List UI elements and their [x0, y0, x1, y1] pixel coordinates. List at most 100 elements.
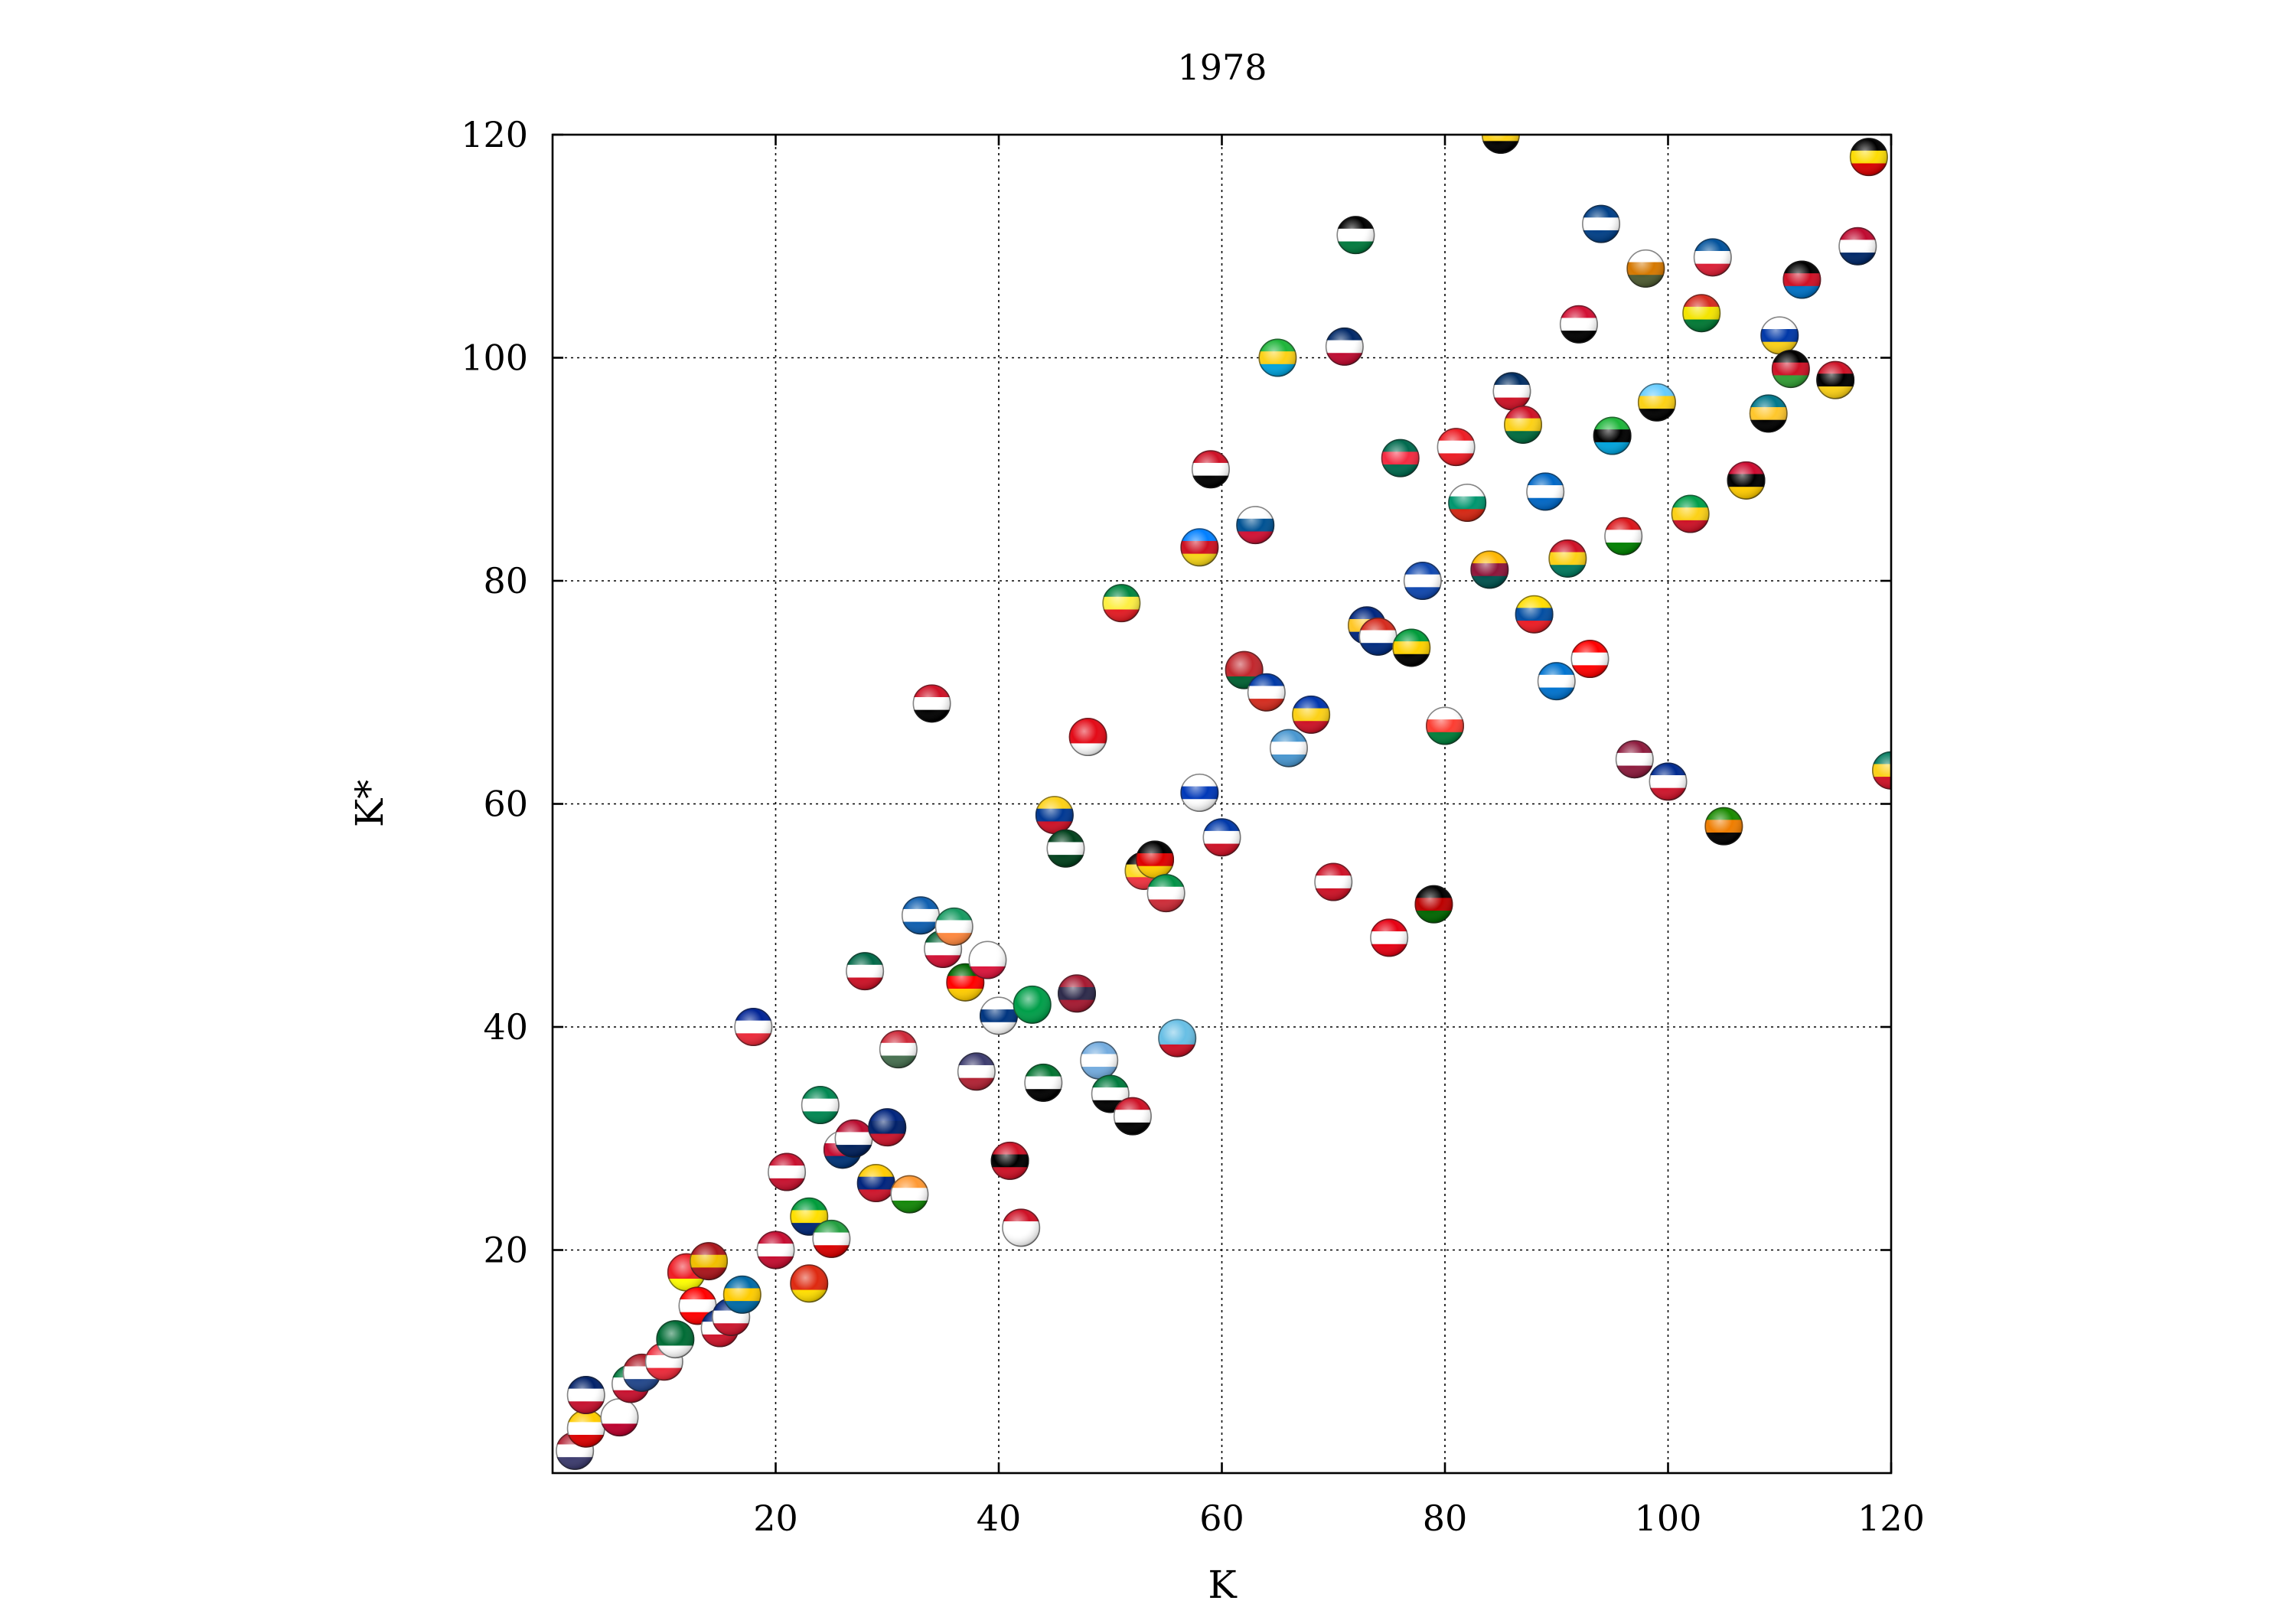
- data-point: [1035, 796, 1074, 835]
- data-point: [1068, 718, 1107, 757]
- y-tick-label: 40: [483, 1006, 528, 1048]
- grid-lines: [553, 135, 1891, 1473]
- x-axis-label: K: [1208, 1563, 1238, 1607]
- data-point: [790, 1197, 829, 1236]
- data-point: [1626, 249, 1665, 288]
- y-tick-label: 80: [483, 560, 528, 601]
- data-point: [734, 1008, 773, 1047]
- y-tick-label: 20: [483, 1230, 528, 1271]
- data-point: [1537, 662, 1576, 701]
- data-point: [1414, 885, 1453, 924]
- data-point: [1158, 1019, 1197, 1058]
- data-point: [1615, 740, 1654, 779]
- data-point: [1760, 316, 1799, 355]
- data-point: [879, 1030, 918, 1069]
- data-point: [1504, 405, 1543, 444]
- data-point: [1024, 1063, 1063, 1102]
- data-point: [1180, 528, 1219, 567]
- data-point: [1481, 135, 1520, 154]
- data-point: [1292, 695, 1331, 734]
- data-point: [1782, 260, 1821, 299]
- data-point: [1426, 706, 1465, 745]
- data-point: [1146, 874, 1186, 913]
- y-axis-label: K*: [347, 780, 392, 827]
- data-point: [566, 1375, 605, 1414]
- data-point: [1559, 305, 1598, 344]
- data-point: [1749, 394, 1788, 433]
- data-point: [1403, 561, 1442, 600]
- x-tick-label: 60: [1199, 1498, 1244, 1539]
- data-points: [556, 135, 1891, 1470]
- data-point: [1314, 862, 1353, 901]
- data-point: [1236, 506, 1275, 545]
- data-point: [566, 1409, 605, 1448]
- data-point: [1693, 238, 1732, 277]
- data-point: [1604, 517, 1643, 556]
- data-point: [1448, 483, 1487, 522]
- x-tick-label: 100: [1635, 1498, 1702, 1539]
- data-point: [1437, 428, 1476, 467]
- data-point: [1091, 1074, 1130, 1113]
- data-point: [1515, 595, 1554, 634]
- x-tick-label: 80: [1423, 1498, 1468, 1539]
- data-point: [1470, 550, 1509, 589]
- data-point: [1325, 327, 1364, 366]
- data-point: [756, 1231, 795, 1270]
- data-point: [912, 684, 951, 723]
- data-point: [690, 1242, 729, 1281]
- data-point: [1046, 829, 1085, 868]
- data-point: [934, 907, 974, 946]
- data-point: [1269, 729, 1308, 768]
- data-point: [1492, 372, 1531, 411]
- data-point: [600, 1398, 639, 1437]
- y-tick-label: 120: [461, 114, 528, 155]
- data-point: [834, 1119, 873, 1158]
- data-point: [1593, 416, 1632, 455]
- data-point: [1080, 1041, 1119, 1080]
- data-point: [1058, 974, 1097, 1013]
- data-point: [1370, 918, 1409, 957]
- data-point: [1136, 840, 1175, 879]
- x-tick-label: 40: [977, 1498, 1022, 1539]
- data-point: [1526, 472, 1565, 511]
- data-point: [1671, 494, 1710, 533]
- x-tick-label: 120: [1857, 1498, 1925, 1539]
- data-point: [856, 1164, 895, 1203]
- data-point: [1113, 1097, 1152, 1136]
- data-point: [957, 1052, 996, 1091]
- y-tick-label: 100: [461, 337, 528, 379]
- data-point: [801, 1086, 840, 1125]
- data-point: [768, 1152, 807, 1191]
- data-point: [1191, 450, 1230, 489]
- axis-ticks: 20 40 60 80 100 120 20 40 60 80 100 120: [461, 114, 1925, 1539]
- data-point: [1381, 438, 1420, 478]
- data-point: [1582, 204, 1621, 243]
- data-point: [1570, 640, 1609, 679]
- data-point: [1336, 216, 1375, 255]
- data-point: [1838, 227, 1877, 266]
- x-tick-label: 20: [753, 1498, 798, 1539]
- data-point: [1872, 751, 1891, 790]
- data-point: [1771, 350, 1810, 389]
- data-point: [1816, 360, 1855, 399]
- data-point: [1727, 461, 1766, 500]
- data-point: [790, 1264, 829, 1303]
- y-tick-label: 60: [483, 784, 528, 825]
- data-point: [1102, 584, 1141, 623]
- data-point: [656, 1320, 695, 1359]
- data-point: [990, 1141, 1029, 1180]
- data-point: [1358, 617, 1397, 656]
- data-point: [1548, 539, 1587, 578]
- data-point: [901, 896, 940, 935]
- data-point: [1180, 773, 1219, 812]
- chart-title: 1978: [1177, 47, 1267, 88]
- data-point: [1849, 138, 1888, 177]
- data-point: [1258, 338, 1297, 377]
- data-point: [1649, 762, 1688, 801]
- data-point: [812, 1219, 851, 1258]
- data-point: [1392, 628, 1431, 667]
- data-point: [1247, 673, 1286, 712]
- data-point: [722, 1275, 762, 1314]
- data-point: [980, 996, 1019, 1035]
